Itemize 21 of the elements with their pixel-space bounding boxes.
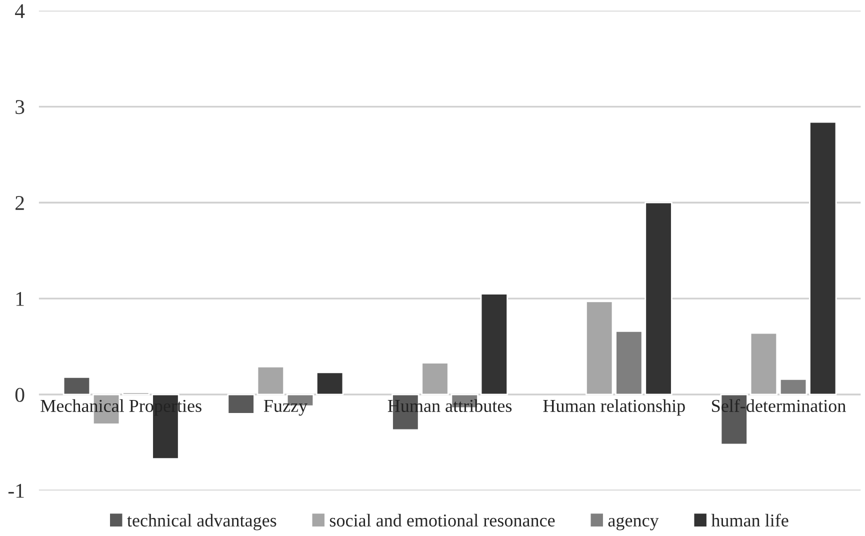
legend-label: human life bbox=[711, 514, 788, 527]
bar bbox=[750, 332, 778, 396]
bar bbox=[809, 121, 837, 396]
legend-label: agency bbox=[608, 517, 659, 530]
legend-label: technical advantages bbox=[127, 514, 276, 530]
y-tick-label: 3 bbox=[16, 100, 24, 114]
bar bbox=[227, 394, 255, 414]
bar bbox=[316, 372, 344, 396]
x-tick-label: Fuzzy bbox=[264, 400, 308, 416]
x-tick-label: Human relationship bbox=[543, 399, 685, 416]
y-tick-label: 0 bbox=[15, 388, 24, 402]
bar bbox=[779, 378, 808, 396]
y-tick-label: -1 bbox=[8, 484, 24, 498]
y-tick-label: 1 bbox=[16, 292, 24, 306]
bar bbox=[586, 300, 614, 396]
y-tick-label: 2 bbox=[16, 196, 24, 210]
y-tick-label: 4 bbox=[15, 4, 25, 18]
bar bbox=[256, 366, 284, 396]
bar bbox=[480, 293, 508, 396]
legend-label: social and emotional resonance bbox=[330, 514, 555, 527]
bar bbox=[62, 376, 91, 396]
